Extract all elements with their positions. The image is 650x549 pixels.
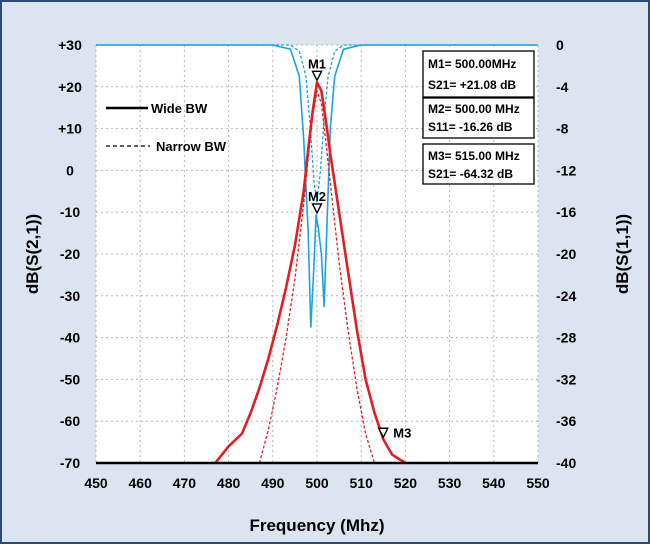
marker-box-m1: M1= 500.00MHz S21= +21.08 dB	[422, 50, 535, 98]
marker-box-m1-line1: M1= 500.00MHz	[428, 57, 516, 71]
y-left-tick-label: 0	[66, 162, 74, 178]
x-tick-label: 540	[482, 475, 506, 491]
y-left-tick-label: -10	[60, 204, 80, 220]
marker-m2-triangle	[311, 203, 323, 215]
x-tick-label: 460	[129, 475, 153, 491]
marker-m3-triangle	[377, 427, 389, 439]
marker-box-m3-line2: S21= -64.32 dB	[428, 167, 513, 181]
y-right-tick-label: -20	[556, 246, 576, 262]
legend: Wide BW Narrow BW	[106, 101, 227, 154]
x-axis-label: Frequency (Mhz)	[249, 516, 384, 535]
marker-m1-triangle	[311, 70, 323, 82]
y-left-tick-label: -40	[60, 330, 80, 346]
x-tick-label: 480	[217, 475, 241, 491]
y-left-tick-labels: +30 +20 +10 0 -10 -20 -30 -40 -50 -60 -70	[58, 37, 82, 471]
x-tick-label: 530	[438, 475, 462, 491]
y-right-tick-label: -32	[556, 371, 576, 387]
y-left-tick-label: +30	[58, 37, 82, 53]
y-left-tick-label: -70	[60, 455, 80, 471]
y-right-tick-label: -8	[556, 121, 569, 137]
marker-box-m1-line2: S21= +21.08 dB	[428, 78, 516, 92]
marker-m1-label: M1	[308, 56, 326, 71]
marker-m2-label: M2	[308, 189, 326, 204]
x-tick-label: 470	[173, 475, 197, 491]
marker-box-m3: M3= 515.00 MHz S21= -64.32 dB	[422, 143, 535, 185]
marker-box-m3-line1: M3= 515.00 MHz	[428, 149, 520, 163]
y-right-axis-label: dB(S(1,1))	[613, 214, 632, 294]
y-right-tick-label: -36	[556, 413, 576, 429]
markers-layer: M1 M2 M3	[308, 56, 411, 440]
y-left-tick-label: -60	[60, 413, 80, 429]
series-s11-wide	[96, 44, 538, 328]
y-left-tick-label: +20	[58, 79, 82, 95]
x-tick-label: 550	[526, 475, 550, 491]
y-left-axis-label: dB(S(2,1))	[23, 214, 42, 294]
x-tick-label: 500	[305, 475, 329, 491]
y-left-tick-label: -30	[60, 288, 80, 304]
marker-readout-boxes: M1= 500.00MHz S21= +21.08 dB M2= 500.00 …	[422, 50, 535, 185]
marker-box-m2-line1: M2= 500.00 MHz	[428, 102, 520, 116]
series-layer	[96, 44, 538, 465]
y-right-tick-label: -40	[556, 455, 576, 471]
y-right-tick-label: -24	[556, 288, 576, 304]
y-right-tick-label: -16	[556, 204, 576, 220]
y-left-tick-label: -50	[60, 371, 80, 387]
legend-wide-label: Wide BW	[151, 101, 208, 116]
y-right-tick-label: -28	[556, 330, 576, 346]
marker-box-m2-line2: S11= -16.26 dB	[428, 120, 513, 134]
x-tick-label: 490	[261, 475, 285, 491]
y-right-tick-label: -4	[556, 79, 569, 95]
x-tick-label: 450	[84, 475, 108, 491]
y-right-tick-labels: 0 -4 -8 -12 -16 -20 -24 -28 -32 -36 -40	[556, 37, 576, 471]
marker-box-m2: M2= 500.00 MHz S11= -16.26 dB	[422, 97, 535, 139]
x-tick-label: 510	[350, 475, 374, 491]
y-left-tick-label: +10	[58, 121, 82, 137]
marker-m3-label: M3	[393, 425, 411, 440]
series-s21-wide	[214, 81, 407, 465]
series-s11-narrow	[96, 44, 538, 203]
x-tick-labels: 450 460 470 480 490 500 510 520 530 540 550	[84, 475, 550, 491]
y-right-tick-label: 0	[556, 37, 564, 53]
y-right-tick-label: -12	[556, 162, 576, 178]
y-left-tick-label: -20	[60, 246, 80, 262]
x-tick-label: 520	[394, 475, 418, 491]
legend-narrow-label: Narrow BW	[156, 139, 227, 154]
